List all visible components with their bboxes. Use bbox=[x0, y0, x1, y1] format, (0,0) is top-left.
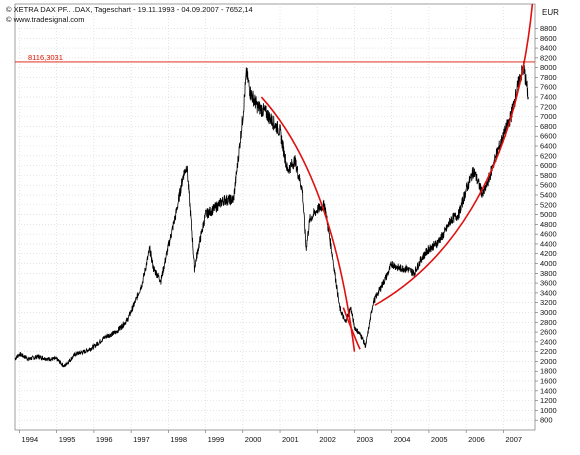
y-tick-label: 6600 bbox=[540, 132, 557, 141]
x-tick-label: 2004 bbox=[394, 435, 411, 444]
resistance-label: 8116,3031 bbox=[28, 53, 63, 62]
y-tick-label: 1600 bbox=[540, 377, 557, 386]
y-tick-label: 6200 bbox=[540, 151, 557, 160]
y-tick-label: 4400 bbox=[540, 239, 557, 248]
rally-curve bbox=[374, 3, 534, 306]
x-tick-label: 1999 bbox=[208, 435, 225, 444]
x-tick-label: 2003 bbox=[356, 435, 373, 444]
x-tick-label: 2000 bbox=[245, 435, 262, 444]
y-tick-label: 7400 bbox=[540, 93, 557, 102]
y-tick-label: 5600 bbox=[540, 181, 557, 190]
y-tick-label: 7600 bbox=[540, 83, 557, 92]
chart-source: © www.tradesignal.com bbox=[6, 15, 85, 24]
y-tick-label: 1800 bbox=[540, 367, 557, 376]
y-tick-label: 2600 bbox=[540, 328, 557, 337]
x-tick-label: 1998 bbox=[170, 435, 187, 444]
y-tick-label: 8400 bbox=[540, 44, 557, 53]
y-tick-label: 3600 bbox=[540, 279, 557, 288]
y-tick-label: 3800 bbox=[540, 269, 557, 278]
y-tick-label: 7200 bbox=[540, 102, 557, 111]
y-tick-label: 5000 bbox=[540, 210, 557, 219]
y-tick-label: 5800 bbox=[540, 171, 557, 180]
y-tick-label: 5400 bbox=[540, 190, 557, 199]
x-tick-label: 2007 bbox=[505, 435, 522, 444]
y-tick-label: 2200 bbox=[540, 347, 557, 356]
y-tick-label: 4600 bbox=[540, 230, 557, 239]
x-tick-label: 2001 bbox=[282, 435, 299, 444]
y-tick-label: 2800 bbox=[540, 318, 557, 327]
x-tick-label: 2005 bbox=[431, 435, 448, 444]
y-tick-label: 3000 bbox=[540, 308, 557, 317]
y-tick-label: 8800 bbox=[540, 24, 557, 33]
y-tick-label: 7800 bbox=[540, 73, 557, 82]
y-tick-label: 800 bbox=[540, 416, 553, 425]
x-tick-label: 1996 bbox=[96, 435, 113, 444]
y-tick-label: 1000 bbox=[540, 406, 557, 415]
y-tick-label: 2400 bbox=[540, 337, 557, 346]
x-tick-label: 1997 bbox=[133, 435, 150, 444]
x-tick-label: 1994 bbox=[21, 435, 38, 444]
y-tick-label: 8600 bbox=[540, 34, 557, 43]
y-tick-label: 6800 bbox=[540, 122, 557, 131]
y-tick-label: 4800 bbox=[540, 220, 557, 229]
y-tick-label: 3200 bbox=[540, 298, 557, 307]
y-tick-label: 6000 bbox=[540, 161, 557, 170]
y-tick-label: 8200 bbox=[540, 53, 557, 62]
y-tick-label: 6400 bbox=[540, 142, 557, 151]
chart-title: © XETRA DAX PF.. .DAX, Tageschart - 19.1… bbox=[6, 5, 253, 14]
y-tick-label: 4000 bbox=[540, 259, 557, 268]
y-tick-label: 4200 bbox=[540, 249, 557, 258]
y-tick-label: 1400 bbox=[540, 386, 557, 395]
x-tick-label: 2006 bbox=[468, 435, 485, 444]
y-tick-label: 5200 bbox=[540, 200, 557, 209]
y-tick-label: 2000 bbox=[540, 357, 557, 366]
x-tick-label: 2002 bbox=[319, 435, 336, 444]
y-tick-label: 3400 bbox=[540, 288, 557, 297]
y-tick-label: 8000 bbox=[540, 63, 557, 72]
y-tick-label: 7000 bbox=[540, 112, 557, 121]
y-axis-label: EUR bbox=[542, 8, 559, 17]
bottom-curve bbox=[342, 307, 361, 350]
y-tick-label: 1200 bbox=[540, 396, 557, 405]
x-tick-label: 1995 bbox=[59, 435, 76, 444]
price-series-line bbox=[14, 61, 529, 368]
plot-frame bbox=[14, 3, 536, 431]
decline-curve bbox=[260, 96, 356, 352]
